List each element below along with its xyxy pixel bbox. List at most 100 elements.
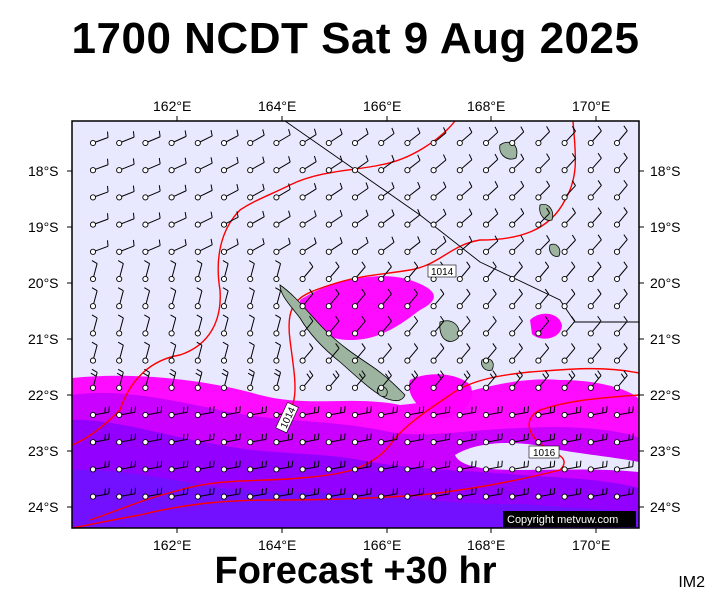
wind-barb <box>116 287 124 310</box>
wind-barb <box>587 261 602 283</box>
wind-barb <box>482 370 497 391</box>
wind-barb <box>142 260 151 283</box>
wind-barb <box>404 370 419 391</box>
wind-barb <box>378 154 395 174</box>
wind-barb <box>116 185 135 201</box>
isobar-label-group: 1014 1014 1016 <box>275 264 560 459</box>
wind-barb <box>220 433 241 446</box>
wind-barb <box>404 343 419 364</box>
wind-barb <box>404 487 425 500</box>
wind-barb <box>194 368 203 391</box>
wind-barb <box>509 487 529 500</box>
wind-barb <box>456 370 471 391</box>
wind-barb <box>378 127 395 147</box>
wind-barb <box>116 131 135 147</box>
wind-barb <box>273 260 282 283</box>
wind-barb <box>404 127 421 147</box>
wind-barb <box>299 343 314 364</box>
wind-barb <box>116 158 135 174</box>
wind-barb <box>325 343 340 364</box>
wind-barb <box>404 181 421 201</box>
lifou-island <box>439 320 460 342</box>
wind-barb <box>247 487 267 500</box>
wind-barb <box>509 406 529 419</box>
lat-tick-label: 24°S <box>650 499 681 515</box>
wind-barb <box>116 341 124 364</box>
wind-barb <box>561 370 576 391</box>
wind-barb <box>247 183 265 201</box>
lon-tick-label: 166°E <box>363 98 401 114</box>
wind-barb <box>587 406 608 419</box>
wind-barb <box>351 236 369 255</box>
wind-barb <box>587 125 602 147</box>
lat-tick-label: 20°S <box>28 275 59 291</box>
wind-barb <box>535 343 550 364</box>
lon-tick-label: 164°E <box>258 537 296 553</box>
wind-barb <box>116 212 135 228</box>
wind-barb <box>613 125 628 147</box>
wind-barb <box>299 487 320 500</box>
wind-barb <box>116 433 136 446</box>
wind-barb <box>273 487 294 500</box>
wind-barb <box>535 180 551 201</box>
wind-barb <box>116 487 136 500</box>
wind-barb <box>613 261 628 283</box>
wind-barb <box>220 460 241 473</box>
wind-barb <box>168 260 177 283</box>
lat-tick-label: 19°S <box>650 219 681 235</box>
wind-barb <box>430 406 451 419</box>
lon-tick-label: 170°E <box>572 537 610 553</box>
wind-barb <box>509 235 525 255</box>
wind-barb <box>456 261 471 283</box>
wind-barb <box>430 460 451 473</box>
wind-barb <box>561 487 582 500</box>
wind-barb <box>168 368 177 391</box>
forecast-label: Forecast +30 hr <box>214 550 497 592</box>
wind-barb <box>482 235 499 255</box>
wind-barb <box>89 240 109 255</box>
wind-barb <box>535 487 556 500</box>
wind-barb <box>509 180 525 201</box>
wind-barb <box>404 406 425 419</box>
wind-barb <box>587 315 602 337</box>
wind-barb <box>247 341 255 364</box>
wind-barb <box>325 209 343 228</box>
wind-barb <box>168 239 187 255</box>
wind-barb <box>89 406 110 419</box>
wind-barb <box>299 433 320 446</box>
copyright-notice: Copyright metvuw.com <box>507 514 618 526</box>
wind-barb <box>194 287 203 310</box>
tick-marks <box>67 116 644 533</box>
wind-barb <box>89 213 109 228</box>
wind-barb <box>404 288 419 310</box>
wind-barb <box>587 487 608 500</box>
wind-barb <box>430 208 447 228</box>
wind-barb <box>142 460 163 473</box>
wind-barb <box>247 368 255 391</box>
wind-barb <box>194 211 213 228</box>
wind-barb <box>587 288 602 310</box>
lon-tick-label: 168°E <box>467 537 505 553</box>
lon-tick-label: 170°E <box>572 98 610 114</box>
wind-barb <box>509 343 523 364</box>
wind-barb <box>404 460 425 473</box>
vanuatu-island-2 <box>549 243 561 257</box>
lat-tick-label: 23°S <box>650 443 681 459</box>
wind-barb <box>535 207 551 228</box>
wind-barb <box>378 209 395 228</box>
lat-tick-label: 22°S <box>650 387 681 403</box>
wind-barb <box>168 341 177 364</box>
wind-barb <box>325 261 340 283</box>
wind-barb <box>325 182 343 201</box>
wind-barb <box>194 406 215 419</box>
wind-barb <box>535 126 551 147</box>
wind-barb <box>587 234 602 255</box>
wind-barb <box>247 210 265 228</box>
wind-barb <box>142 287 151 310</box>
wind-barb <box>142 487 163 500</box>
wind-barb <box>89 433 110 446</box>
wind-barb <box>456 315 471 337</box>
wind-barb <box>430 154 447 174</box>
wind-barb <box>535 234 551 255</box>
